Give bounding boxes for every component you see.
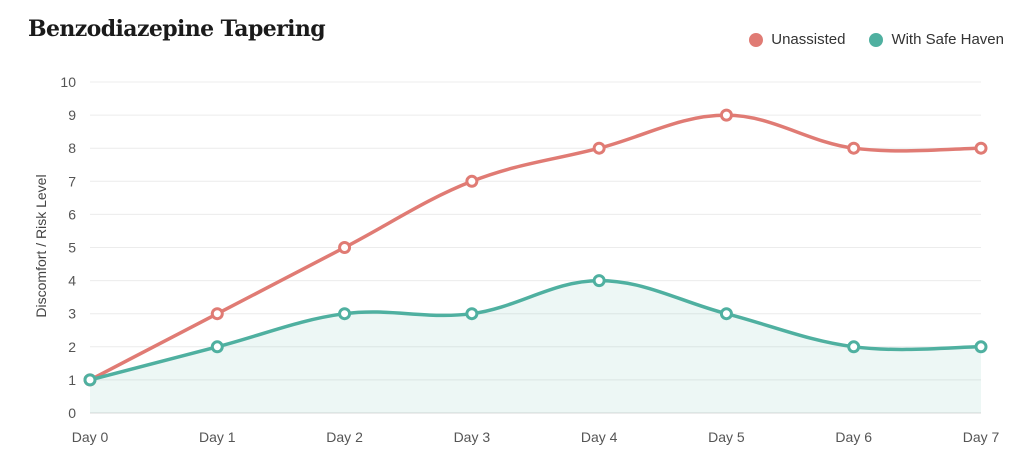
chart-title: Benzodiazepine Tapering [28, 16, 326, 42]
y-tick-label-3: 3 [68, 306, 76, 322]
x-tick-label-day-0: Day 0 [72, 429, 109, 445]
x-tick-label-day-3: Day 3 [454, 429, 491, 445]
y-tick-label-4: 4 [68, 273, 76, 289]
x-tick-label-day-1: Day 1 [199, 429, 236, 445]
series-lines [88, 113, 983, 382]
data-point-with-safe-haven-day-5[interactable] [719, 307, 733, 321]
data-point-with-safe-haven-day-2[interactable] [338, 307, 352, 321]
data-point-with-safe-haven-day-4[interactable] [592, 274, 606, 288]
data-point-with-safe-haven-day-6[interactable] [847, 340, 861, 354]
legend-swatch-unassisted [749, 32, 764, 47]
data-point-unassisted-day-4[interactable] [592, 141, 606, 155]
area-fills [90, 280, 981, 413]
data-point-unassisted-day-7[interactable] [974, 141, 988, 155]
y-axis-label: Discomfort / Risk Level [33, 174, 49, 317]
series-points [83, 108, 988, 387]
y-tick-label-1: 1 [68, 372, 76, 388]
area-fill-with-safe-haven [90, 280, 981, 413]
y-tick-label-9: 9 [68, 107, 76, 123]
chart-legend: Unassisted With Safe Haven [749, 31, 1004, 48]
series-line-unassisted [88, 113, 983, 382]
legend-item-safe-haven[interactable]: With Safe Haven [869, 31, 1004, 48]
x-axis-ticks: Day 0 Day 1 Day 2 Day 3 Day 4 Day 5 Day 6 Day 7 [72, 429, 1000, 445]
x-tick-label-day-7: Day 7 [963, 429, 1000, 445]
x-tick-label-day-2: Day 2 [326, 429, 363, 445]
legend-swatch-safe-haven [869, 32, 884, 47]
y-tick-label-2: 2 [68, 339, 76, 355]
x-tick-label-day-6: Day 6 [835, 429, 872, 445]
y-tick-label-8: 8 [68, 140, 76, 156]
y-tick-label-0: 0 [68, 405, 76, 421]
legend-label-unassisted: Unassisted [771, 31, 846, 48]
data-point-unassisted-day-1[interactable] [210, 307, 224, 321]
data-point-with-safe-haven-day-0[interactable] [83, 373, 97, 387]
x-tick-label-day-4: Day 4 [581, 429, 618, 445]
legend-label-safe-haven: With Safe Haven [891, 31, 1004, 48]
data-point-with-safe-haven-day-1[interactable] [210, 340, 224, 354]
data-point-with-safe-haven-day-7[interactable] [974, 340, 988, 354]
data-point-unassisted-day-5[interactable] [719, 108, 733, 122]
series-line-with-safe-haven [88, 278, 983, 382]
y-tick-label-5: 5 [68, 240, 76, 256]
data-point-unassisted-day-6[interactable] [847, 141, 861, 155]
data-point-unassisted-day-3[interactable] [465, 174, 479, 188]
grid-lines [90, 81, 981, 414]
data-point-unassisted-day-2[interactable] [338, 241, 352, 254]
y-tick-label-7: 7 [68, 173, 76, 189]
x-tick-label-day-5: Day 5 [708, 429, 745, 445]
y-axis-ticks: 0 1 2 3 4 5 6 7 8 9 10 [60, 74, 76, 421]
legend-item-unassisted[interactable]: Unassisted [749, 31, 845, 48]
y-tick-label-10: 10 [60, 74, 76, 90]
y-tick-label-6: 6 [68, 206, 76, 222]
data-point-with-safe-haven-day-3[interactable] [465, 307, 479, 321]
